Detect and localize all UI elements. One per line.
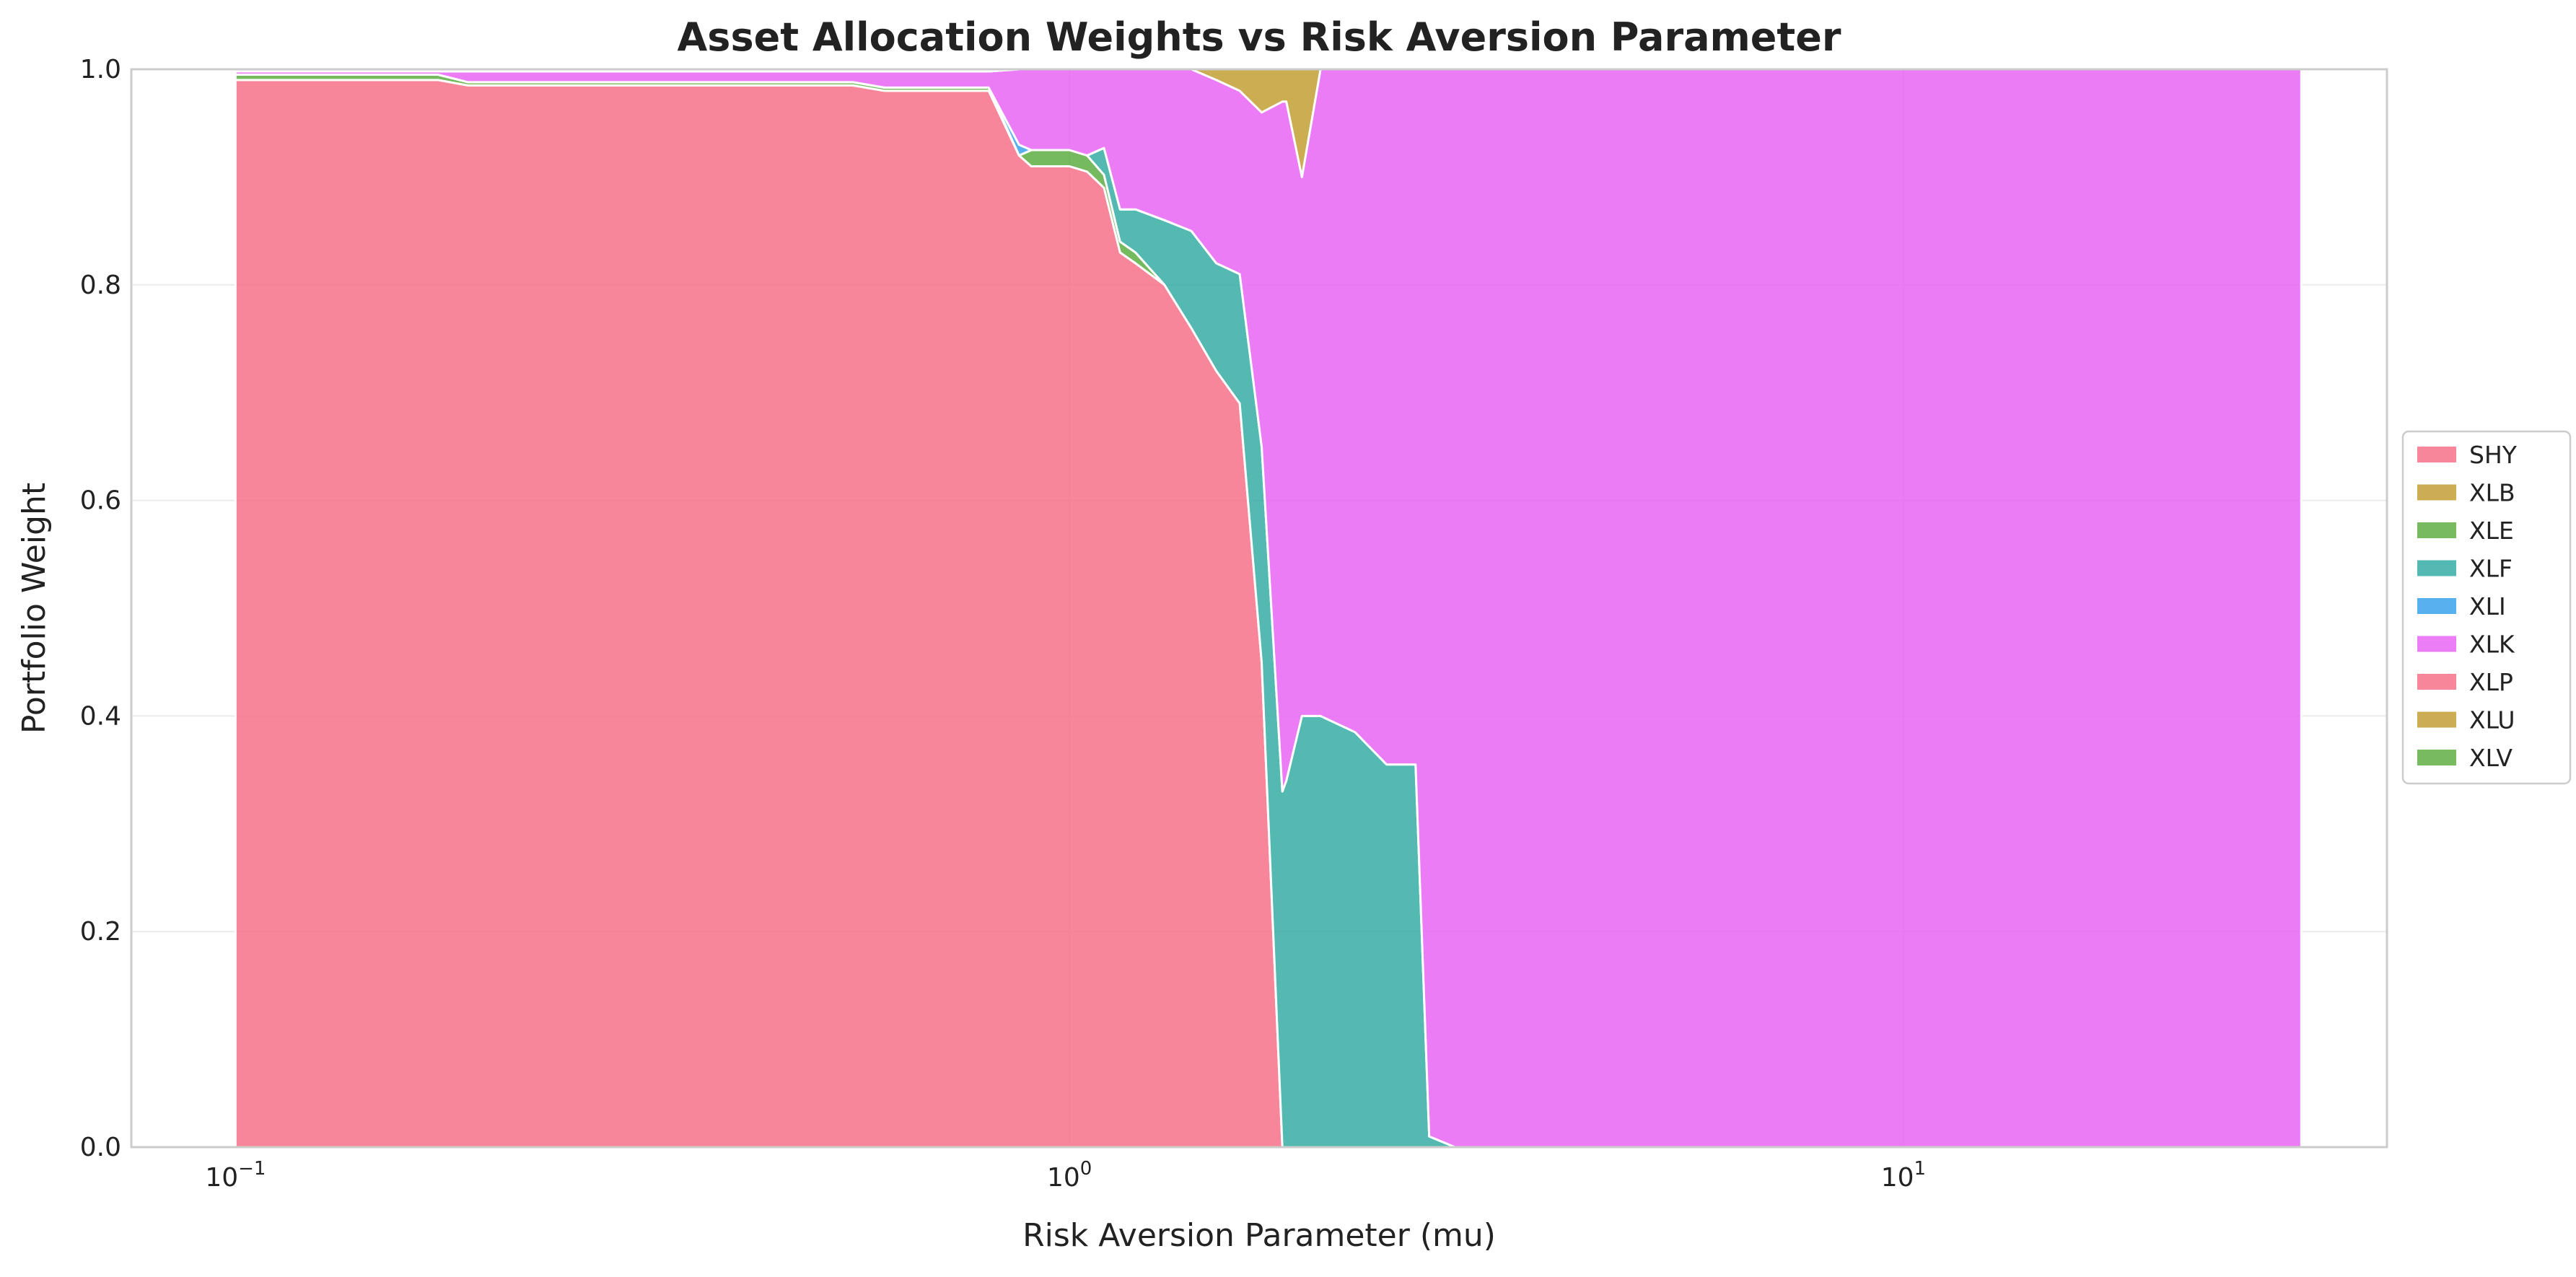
legend-swatch-xli [2417,598,2456,614]
legend-label-shy: SHY [2469,441,2518,469]
y-tick-label-0: 0.0 [80,1133,121,1162]
legend-label-xlu: XLU [2469,706,2515,734]
x-axis-label: Risk Aversion Parameter (mu) [1022,1217,1496,1254]
legend-label-xlv: XLV [2469,744,2513,772]
x-tick-label-2: 101 [1881,1158,1926,1193]
x-tick-label-0: 10−1 [205,1158,266,1193]
legend-label-xle: XLE [2469,517,2514,545]
x-tick-label-1: 100 [1047,1158,1092,1193]
legend-label-xlb: XLB [2469,479,2515,507]
legend-swatch-xlu [2417,711,2456,728]
legend-swatch-xle [2417,522,2456,538]
legend-label-xlp: XLP [2469,668,2513,696]
plot-frame [130,68,2388,1149]
x-tick-labels: 10−1 100 101 [205,1158,1926,1193]
legend: SHY XLB XLE XLF XLI XLK XLP XLU XLV [2401,430,2572,785]
legend-box [2401,430,2572,785]
legend-swatch-xlv [2417,750,2456,765]
area-series-group [234,68,2303,1149]
legend-swatch-xlf [2417,560,2456,576]
chart-title: Asset Allocation Weights vs Risk Aversio… [678,14,1841,60]
legend-swatch-xlp [2417,674,2456,690]
legend-label-xlk: XLK [2469,631,2515,659]
y-tick-label-1: 0.2 [80,917,121,947]
legend-swatch-xlk [2417,636,2456,652]
legend-label-xlf: XLF [2469,555,2513,583]
y-axis-label: Portfolio Weight [16,483,53,734]
y-tick-label-4: 0.8 [80,271,121,300]
legend-label-xli: XLI [2469,592,2506,620]
y-tick-label-3: 0.6 [80,486,121,516]
legend-swatch-shy [2417,447,2456,462]
y-tick-labels: 0.0 0.2 0.4 0.6 0.8 1.0 [80,55,121,1162]
y-tick-label-2: 0.4 [80,701,121,731]
legend-swatch-xlb [2417,484,2456,501]
y-tick-label-5: 1.0 [80,55,121,84]
